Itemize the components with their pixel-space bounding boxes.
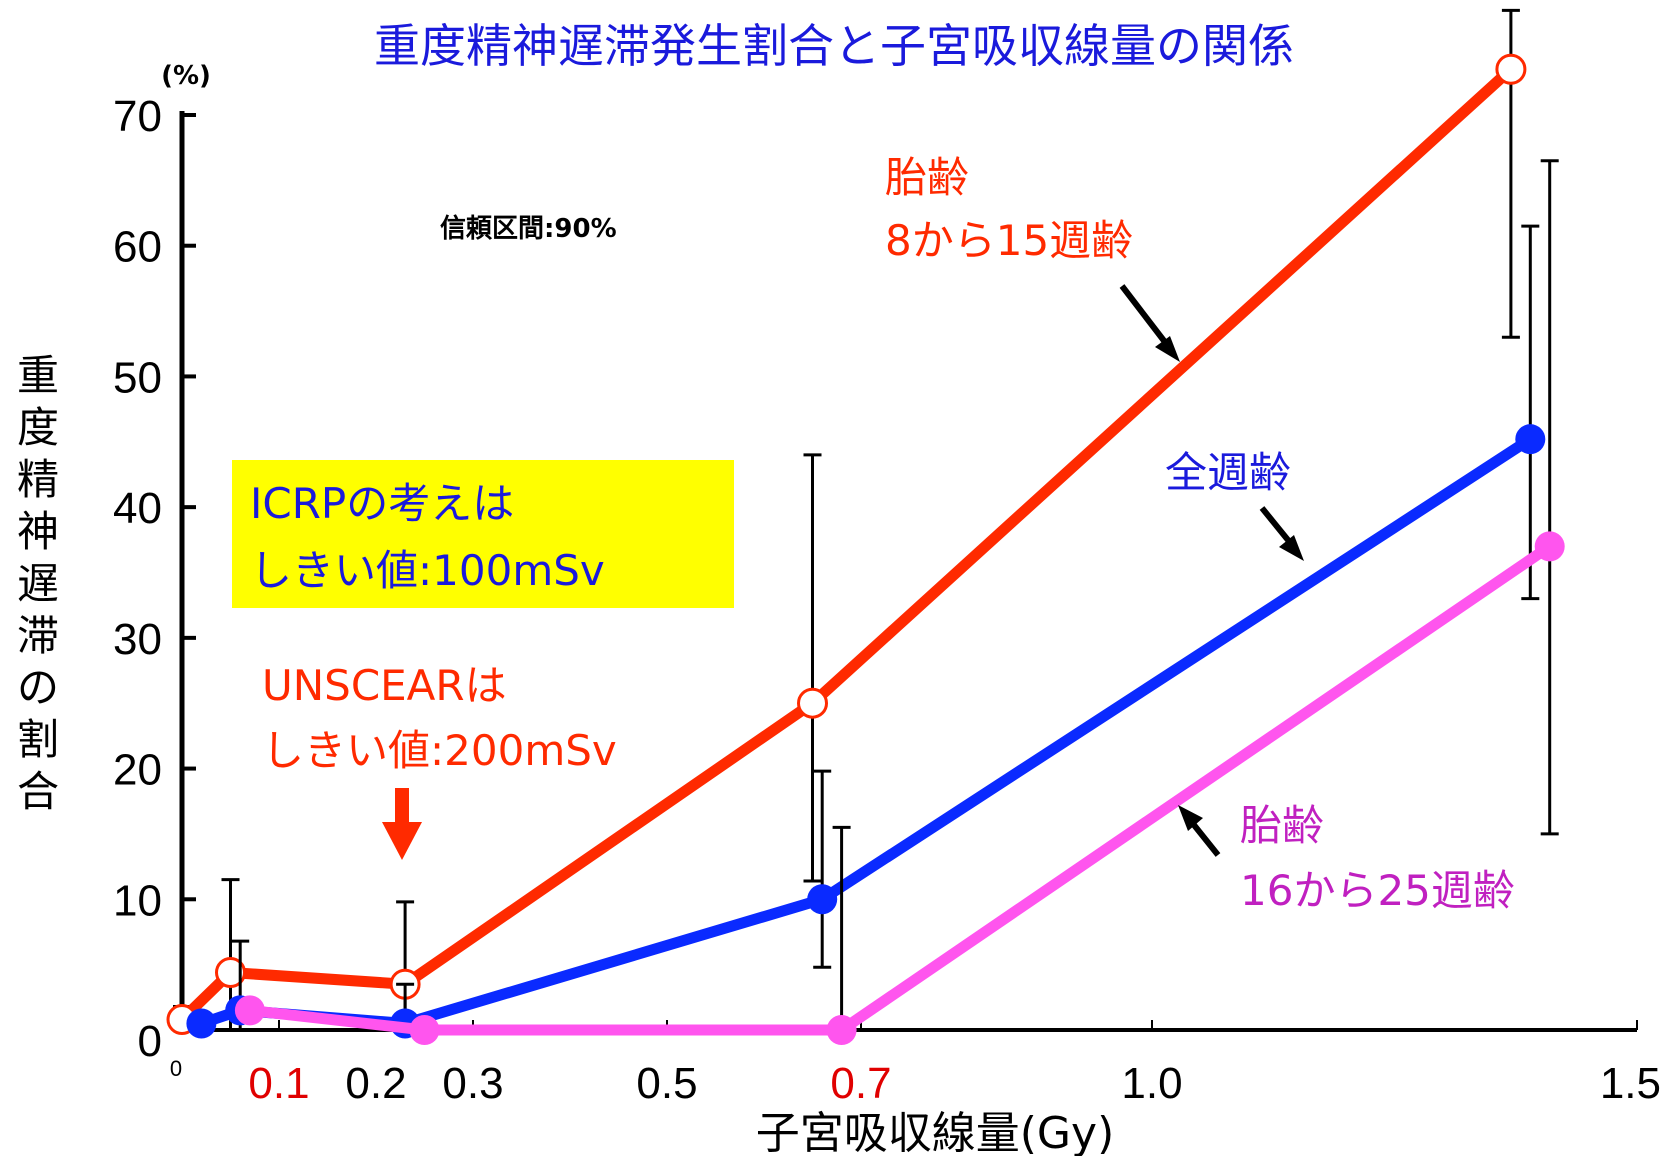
icrp-box [232,460,734,608]
x-tick-label: 0.2 [345,1059,406,1108]
y-label-char: 遅 [17,559,59,608]
series-1 [186,224,1546,1039]
y-tick-labels: 0 10 20 30 40 50 60 70 [113,92,162,1066]
arrow-to-all-icon [1259,506,1304,561]
data-point [797,687,828,719]
label-all: 全週齢 [1165,448,1291,497]
y-label-char: 合 [17,767,59,816]
x-tick-label: 0.1 [248,1059,309,1108]
unscear-text-line1: UNSCEARは [262,661,507,710]
y-tick-label: 20 [113,746,162,795]
series-layer [166,8,1565,1045]
y-tick-label: 30 [113,615,162,664]
y-label-char: の [17,663,59,712]
y-label-char: 神 [17,507,59,556]
data-point [1515,424,1546,455]
series-2 [234,159,1565,1045]
data-point [409,1015,440,1045]
arrow-to-8-15-icon [1119,284,1180,362]
x-tick-label: 1.5 [1600,1059,1661,1108]
y-label-char: 滞 [17,611,59,660]
y-label-char: 割 [17,715,59,764]
chart-title: 重度精神遅滞発生割合と子宮吸収線量の関係 [374,19,1294,73]
confidence-note: 信頼区間:90% [440,214,617,244]
label-16-25-line1: 胎齢 [1240,801,1324,850]
x-tick-label: 1.0 [1121,1059,1182,1108]
y-unit: (%) [161,61,211,91]
y-label-char: 度 [17,403,59,452]
y-label-char: 重 [17,351,59,400]
y-tick-label: 70 [113,92,162,141]
data-point [807,884,838,915]
label-8-15-line1: 胎齢 [885,153,969,202]
unscear-text-line2: しきい値:200mSv [262,726,617,775]
data-point [1534,531,1565,562]
data-point [1495,53,1527,85]
data-point [826,1015,857,1045]
data-point [234,995,265,1026]
y-label-char: 精 [17,455,59,504]
icrp-text-line1: ICRPの考えは [250,479,514,528]
x-tick-label: 0.7 [830,1059,891,1108]
x-axis-label: 子宮吸収線量(Gy) [756,1108,1114,1156]
y-tick-label: 10 [113,876,162,925]
icrp-annotation: ICRPの考えは しきい値:100mSv [232,460,734,608]
data-point [215,956,246,988]
x-tick-label: 0.5 [636,1059,697,1108]
down-arrow-icon [382,788,422,860]
label-16-25-line2: 16から25週齢 [1240,866,1515,915]
x-tick-label: 0.3 [442,1059,503,1108]
x-tick-label: 0 [170,1056,182,1081]
label-8-15-line2: 8から15週齢 [885,216,1133,265]
y-tick-label: 60 [113,223,162,272]
y-tick-label: 50 [113,353,162,402]
x-tick-labels: 0 0.1 0.2 0.3 0.5 0.7 1.0 1.5 [170,1056,1661,1108]
y-tick-label: 0 [138,1017,162,1066]
data-point [186,1008,217,1039]
icrp-text-line2: しきい値:100mSv [250,546,605,595]
y-tick-label: 40 [113,484,162,533]
arrow-to-16-25-icon [1178,805,1221,857]
unscear-annotation: UNSCEARは しきい値:200mSv [262,661,617,860]
series-line [249,541,1553,1036]
